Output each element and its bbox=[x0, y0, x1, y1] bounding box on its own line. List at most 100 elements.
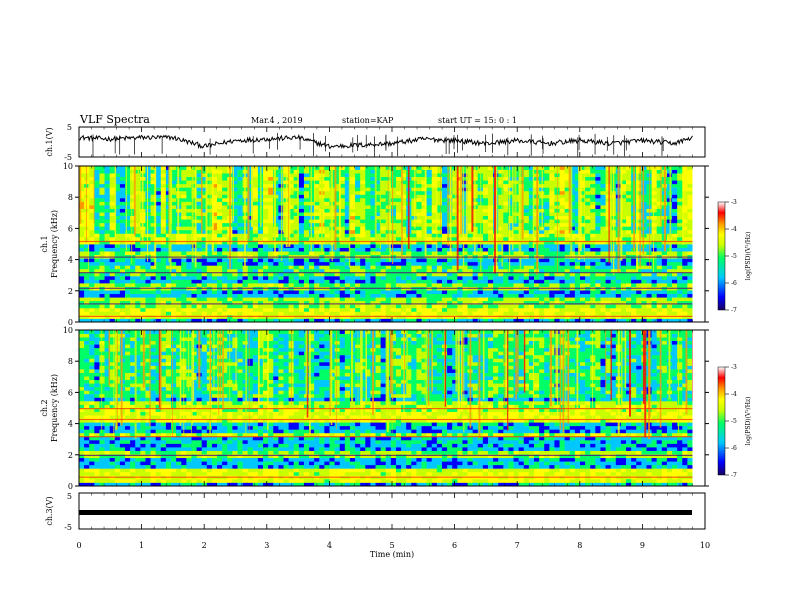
spectrogram-cell bbox=[247, 272, 254, 277]
spectrogram-cell bbox=[89, 261, 95, 266]
spectrogram-cell bbox=[487, 233, 494, 238]
spectrogram-cell bbox=[605, 265, 612, 270]
spectrogram-cell bbox=[339, 304, 346, 309]
spectrogram-cell bbox=[585, 197, 591, 202]
spectrogram-cell bbox=[615, 318, 622, 323]
spectrogram-cell bbox=[303, 268, 310, 273]
spectrogram-cell bbox=[375, 240, 382, 245]
spectrogram-cell bbox=[99, 293, 105, 298]
spectrogram-cell bbox=[242, 307, 249, 312]
spectrogram-cell bbox=[395, 197, 402, 202]
spectrogram-cell bbox=[426, 272, 433, 277]
spectrogram-cell bbox=[467, 300, 474, 305]
spectrogram-cell bbox=[109, 244, 116, 248]
spectrogram-cell bbox=[457, 311, 463, 316]
spectrogram-cell bbox=[646, 194, 652, 199]
spectrogram-cell bbox=[344, 247, 351, 252]
spectrogram-cell bbox=[620, 265, 627, 270]
spectrogram-cell bbox=[539, 244, 545, 248]
spectrogram-cell bbox=[181, 229, 187, 234]
spectrogram-cell bbox=[217, 205, 223, 209]
spectrogram-cell bbox=[549, 258, 555, 263]
spectrogram-cell bbox=[206, 318, 213, 323]
spectrogram-cell bbox=[574, 318, 581, 323]
spectrogram-cell bbox=[109, 197, 116, 202]
spectrogram-cell bbox=[518, 208, 525, 213]
spectrogram-cell bbox=[242, 300, 249, 305]
spectrogram-cell bbox=[370, 258, 376, 263]
spectrogram-cell bbox=[431, 222, 438, 227]
spectrogram-cell bbox=[339, 275, 346, 280]
spectrogram-cell bbox=[303, 240, 310, 245]
spectrogram-cell bbox=[99, 272, 105, 277]
spectrogram-cell bbox=[365, 226, 371, 231]
spectrogram-cell bbox=[585, 201, 591, 206]
spectrogram-cell bbox=[646, 190, 652, 195]
spectrogram-cell bbox=[155, 187, 162, 192]
spectrogram-cell bbox=[595, 283, 601, 287]
spectrogram-cell bbox=[344, 265, 351, 270]
spectrogram-cell bbox=[482, 258, 489, 263]
spectrogram-cell bbox=[513, 283, 520, 287]
spectrogram-cell bbox=[395, 176, 402, 181]
spectrogram-cell bbox=[544, 265, 550, 270]
spectrogram-cell bbox=[498, 173, 504, 178]
spectrogram-cell bbox=[487, 272, 494, 277]
spectrogram-cell bbox=[559, 240, 566, 245]
spectrogram-cell bbox=[84, 290, 90, 295]
spectrogram-cell bbox=[441, 283, 448, 287]
spectrogram-cell bbox=[298, 311, 305, 316]
spectrogram-cell bbox=[544, 293, 550, 298]
spectrogram-cell bbox=[411, 187, 417, 192]
spectrogram-cell bbox=[278, 318, 284, 323]
spectrogram-cell bbox=[186, 229, 192, 234]
spectrogram-cell bbox=[626, 300, 632, 305]
spectrogram-cell bbox=[145, 240, 151, 245]
spectrogram-cell bbox=[569, 279, 576, 284]
spectrogram-cell bbox=[401, 293, 407, 298]
spectrogram-cell bbox=[155, 307, 162, 312]
spectrogram-cell bbox=[206, 212, 213, 217]
spectrogram-cell bbox=[528, 173, 535, 178]
spectrogram-cell bbox=[140, 258, 146, 263]
spectrogram-cell bbox=[590, 244, 596, 248]
spectrogram-cell bbox=[79, 205, 85, 209]
spectrogram-cell bbox=[544, 197, 550, 202]
spectrogram-cell bbox=[145, 275, 151, 280]
spectrogram-cell bbox=[508, 304, 514, 309]
spectrogram-cell bbox=[523, 304, 530, 309]
spectrogram-cell bbox=[518, 180, 525, 185]
spectrogram-cell bbox=[227, 279, 233, 284]
spectrogram-cell bbox=[631, 297, 637, 302]
spectrogram-cell bbox=[211, 197, 218, 202]
spectrogram-cell bbox=[99, 219, 105, 224]
spectrogram-cell bbox=[237, 290, 243, 295]
spectrogram-cell bbox=[457, 258, 463, 263]
spectrogram-cell bbox=[268, 212, 274, 217]
spectrogram-cell bbox=[145, 283, 151, 287]
spectrogram-cell bbox=[181, 307, 187, 312]
spectrogram-cell bbox=[641, 176, 647, 181]
spectrogram-cell bbox=[355, 279, 361, 284]
spectrogram-cell bbox=[145, 229, 151, 234]
spectrogram-cell bbox=[176, 307, 182, 312]
spectrogram-cell bbox=[646, 293, 652, 298]
spectrogram-cell bbox=[171, 183, 177, 188]
spectrogram-cell bbox=[467, 190, 474, 195]
spectrogram-cell bbox=[590, 293, 596, 298]
spectrogram-cell bbox=[452, 208, 458, 213]
spectrogram-cell bbox=[569, 229, 576, 234]
spectrogram-cell bbox=[641, 283, 647, 287]
spectrogram-cell bbox=[416, 300, 422, 305]
spectrogram-cell bbox=[462, 212, 468, 217]
spectrogram-cell bbox=[559, 226, 566, 231]
spectrogram-cell bbox=[329, 318, 336, 323]
spectrogram-cell bbox=[181, 190, 187, 195]
spectrogram-cell bbox=[349, 261, 356, 266]
spectrogram-cell bbox=[140, 293, 146, 298]
spectrogram-cell bbox=[498, 169, 504, 174]
spectrogram-cell bbox=[605, 183, 612, 188]
spectrogram-cell bbox=[283, 311, 289, 316]
spectrogram-cell bbox=[431, 197, 438, 202]
spectrogram-cell bbox=[196, 236, 203, 241]
